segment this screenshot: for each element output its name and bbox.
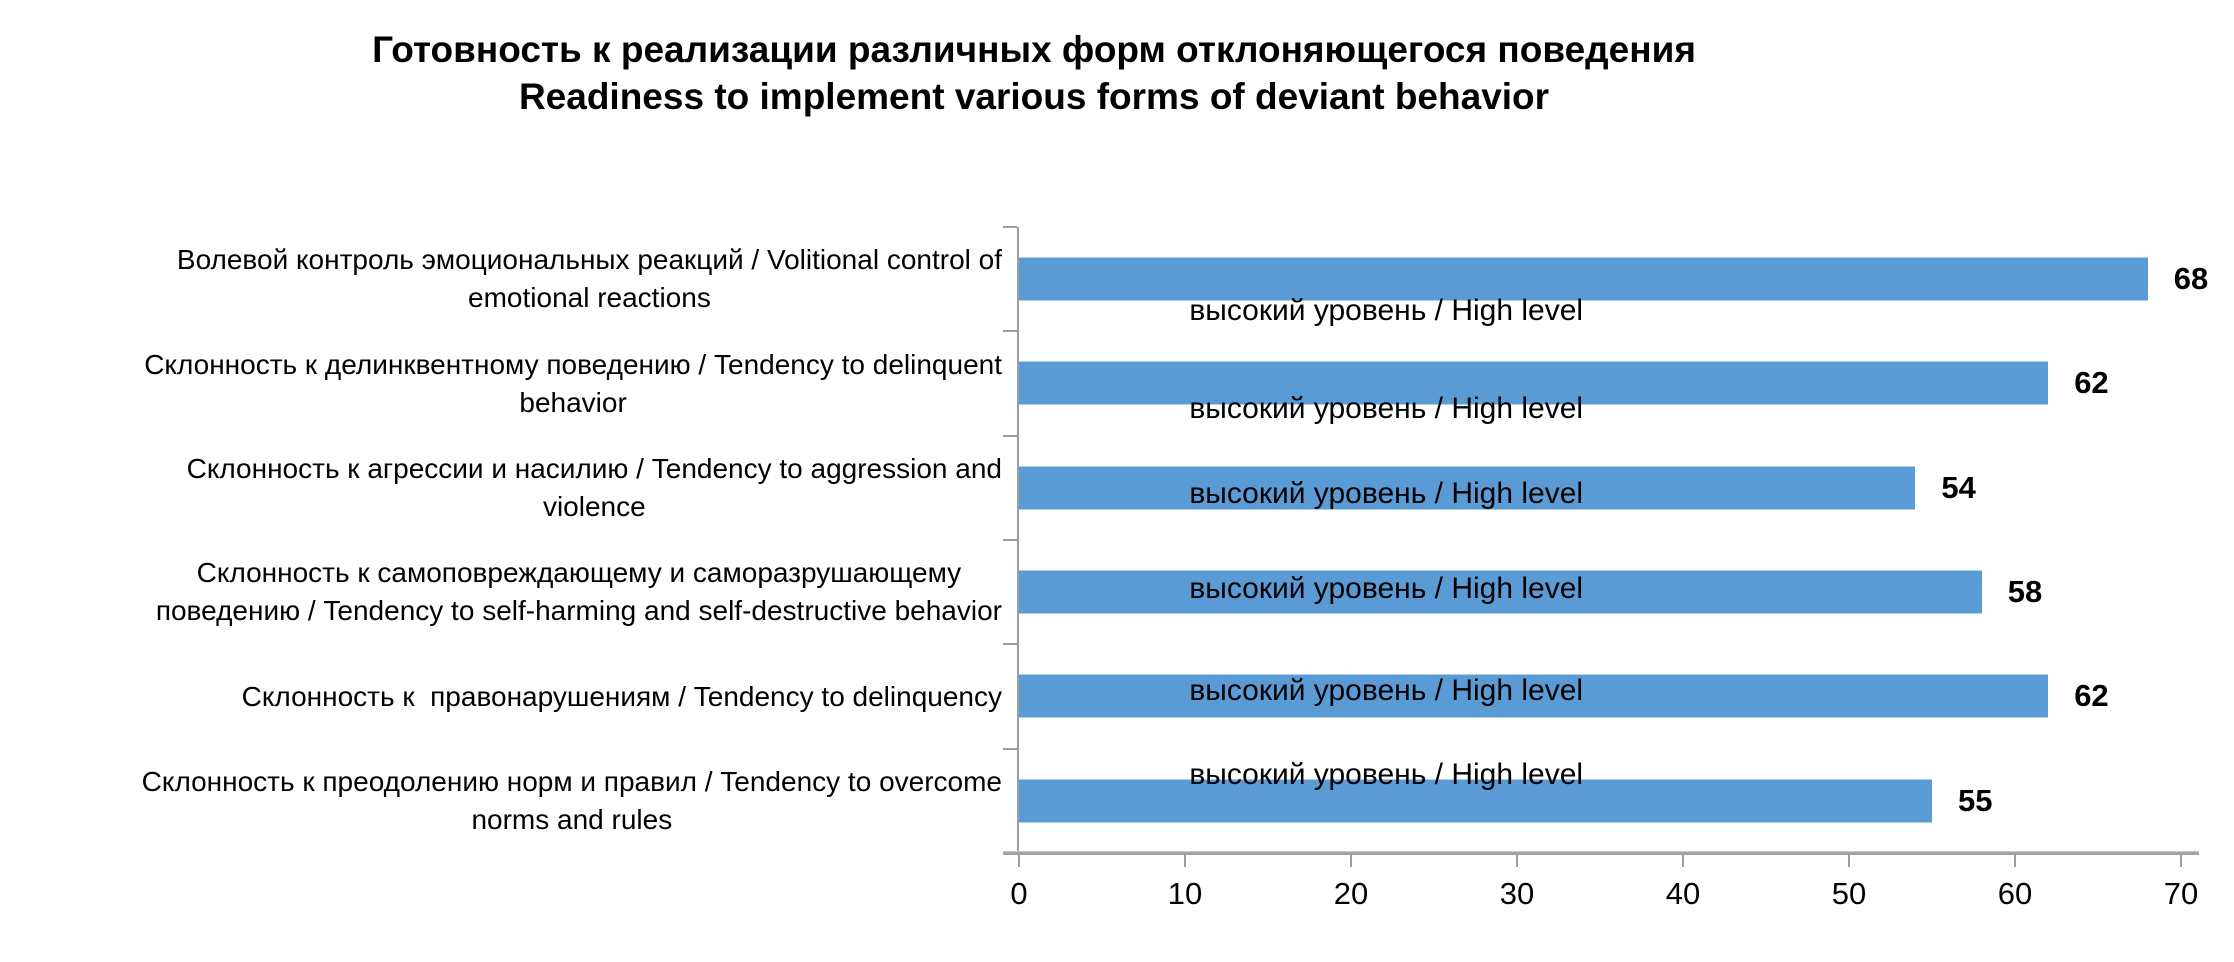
x-axis-tick — [2014, 854, 2016, 867]
category-label: Склонность к самоповреждающему и самораз… — [156, 554, 1002, 630]
bar — [1019, 257, 2148, 301]
y-axis-tick — [1003, 330, 1017, 333]
x-axis-tick-label: 40 — [1665, 876, 1701, 911]
y-axis-tick — [1003, 226, 1017, 228]
category-label: Склонность к правонарушениям / Tendency … — [242, 678, 1002, 716]
chart-title-line1: Готовность к реализации различных форм о… — [372, 29, 1696, 70]
x-axis-tick — [1350, 854, 1352, 867]
x-axis-tick-label: 50 — [1831, 876, 1867, 911]
bar-row: высокий уровень / High level 54 — [1019, 436, 2181, 540]
y-axis-tick — [1003, 643, 1017, 646]
y-axis-line — [1017, 227, 1019, 853]
category-label-line: Склонность к преодолению норм и правил /… — [141, 765, 1002, 797]
category-label: Склонность к преодолению норм и правил /… — [142, 763, 1002, 839]
bar-data-label: высокий уровень / High level — [1189, 572, 1584, 606]
x-axis-tick — [1184, 854, 1186, 867]
category-label-line: violence — [542, 490, 646, 522]
bar — [1019, 466, 1916, 510]
plot-area: высокий уровень / High level 68 высокий ур… — [1003, 226, 2208, 853]
x-axis-tick-label: 0 — [1010, 876, 1028, 911]
bar-row: высокий уровень / High level 62 — [1019, 331, 2181, 435]
category-label-line: norms and rules — [471, 803, 673, 835]
value-label: 62 — [2074, 678, 2109, 714]
category-label-line: emotional reactions — [468, 282, 711, 314]
y-axis-tick — [1003, 747, 1017, 750]
value-label: 58 — [2007, 574, 2043, 610]
category-label-line: Склонность к агрессии и насилию / Tenden… — [186, 452, 1002, 484]
chart-title-line2: Readiness to implement various forms of … — [518, 76, 1550, 117]
x-axis-tick-label: 70 — [2163, 876, 2199, 911]
y-axis-tick — [1003, 539, 1017, 541]
value-label: 55 — [1958, 782, 1993, 818]
value-label: 62 — [2074, 365, 2109, 401]
bar — [1019, 361, 2049, 405]
bar — [1019, 779, 1932, 823]
bar — [1019, 570, 1982, 614]
value-label: 54 — [1941, 469, 1976, 505]
category-label: Склонность к агрессии и насилию / Tenden… — [187, 450, 1002, 526]
bar-row: высокий уровень / High level 62 — [1019, 644, 2181, 748]
bar-data-label: высокий уровень / High level — [1189, 757, 1584, 791]
bar-data-label: высокий уровень / High level — [1189, 476, 1584, 510]
bar — [1019, 674, 2049, 718]
category-label-line: behavior — [519, 386, 627, 418]
bar-row: высокий уровень / High level 55 — [1019, 749, 2181, 853]
category-label-line: Склонность к правонарушениям / Tendency … — [241, 680, 1002, 712]
category-label: Волевой контроль эмоциональных реакций /… — [177, 241, 1002, 317]
category-label-line: Склонность к самоповреждающему и самораз… — [196, 557, 962, 589]
bar-row: высокий уровень / High level 68 — [1019, 227, 2208, 331]
category-label-line: Волевой контроль эмоциональных реакций /… — [176, 244, 1002, 276]
x-axis-tick — [1516, 854, 1518, 867]
x-axis-line — [1003, 851, 2199, 855]
x-axis-tick — [1848, 854, 1850, 867]
x-axis-tick-label: 60 — [1997, 876, 2033, 911]
bar-data-label: высокий уровень / High level — [1189, 294, 1584, 328]
bar-data-label: высокий уровень / High level — [1189, 392, 1584, 426]
x-axis-tick — [1018, 854, 1020, 867]
category-label: Склонность к делинквентному поведению / … — [144, 346, 1002, 422]
chart-title: Готовность к реализации различных форм о… — [0, 26, 2068, 120]
category-label-line: поведению / Tendency to self-harming and… — [155, 595, 1002, 627]
x-axis-tick-label: 10 — [1167, 876, 1203, 911]
x-axis-tick — [2180, 854, 2182, 867]
category-label-line: Склонность к делинквентному поведению / … — [144, 348, 1002, 380]
bar-row: высокий уровень / High level 58 — [1019, 540, 2181, 644]
y-axis-tick — [1003, 434, 1017, 437]
x-axis-tick-label: 30 — [1499, 876, 1535, 911]
x-axis-tick-label: 20 — [1333, 876, 1369, 911]
bar-data-label: высокий уровень / High level — [1189, 674, 1584, 708]
value-label: 68 — [2173, 261, 2209, 297]
x-axis-tick — [1682, 854, 1684, 867]
